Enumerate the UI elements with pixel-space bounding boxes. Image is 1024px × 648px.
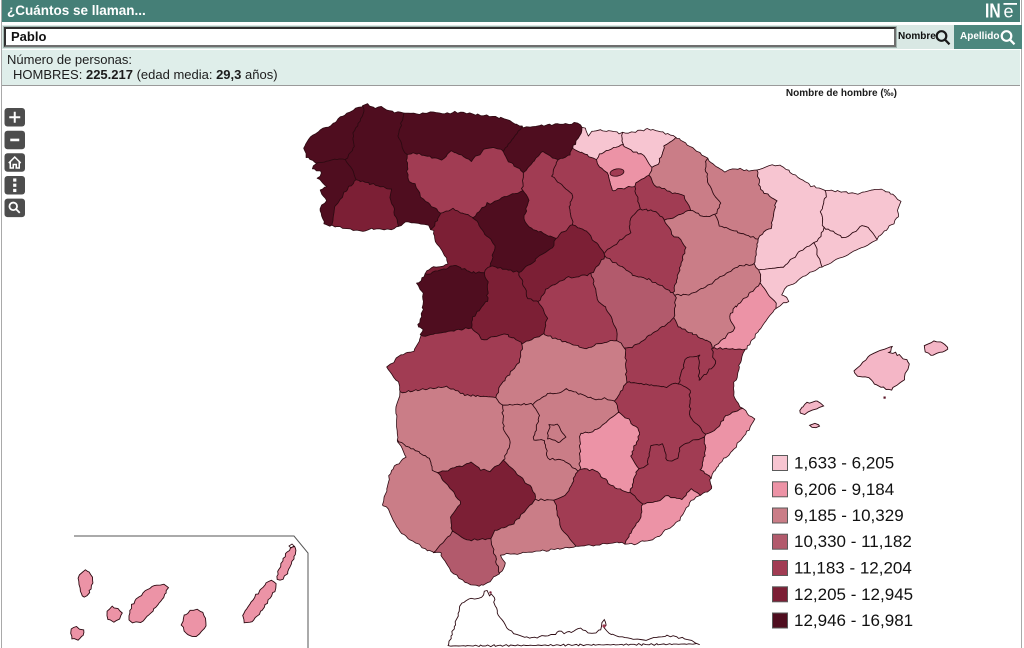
svg-text:12,946 - 16,981: 12,946 - 16,981	[794, 611, 913, 630]
svg-text:6,206 - 9,184: 6,206 - 9,184	[794, 480, 894, 499]
svg-text:12,205 - 12,945: 12,205 - 12,945	[794, 585, 913, 604]
svg-text:11,183 - 12,204: 11,183 - 12,204	[794, 559, 912, 578]
svg-text:1,633 - 6,205: 1,633 - 6,205	[794, 454, 894, 473]
svg-text:10,330 - 11,182: 10,330 - 11,182	[794, 532, 912, 551]
svg-text:9,185 - 10,329: 9,185 - 10,329	[794, 506, 904, 525]
svg-text:IN: IN	[985, 1, 1001, 22]
svg-text:e: e	[1004, 2, 1014, 22]
